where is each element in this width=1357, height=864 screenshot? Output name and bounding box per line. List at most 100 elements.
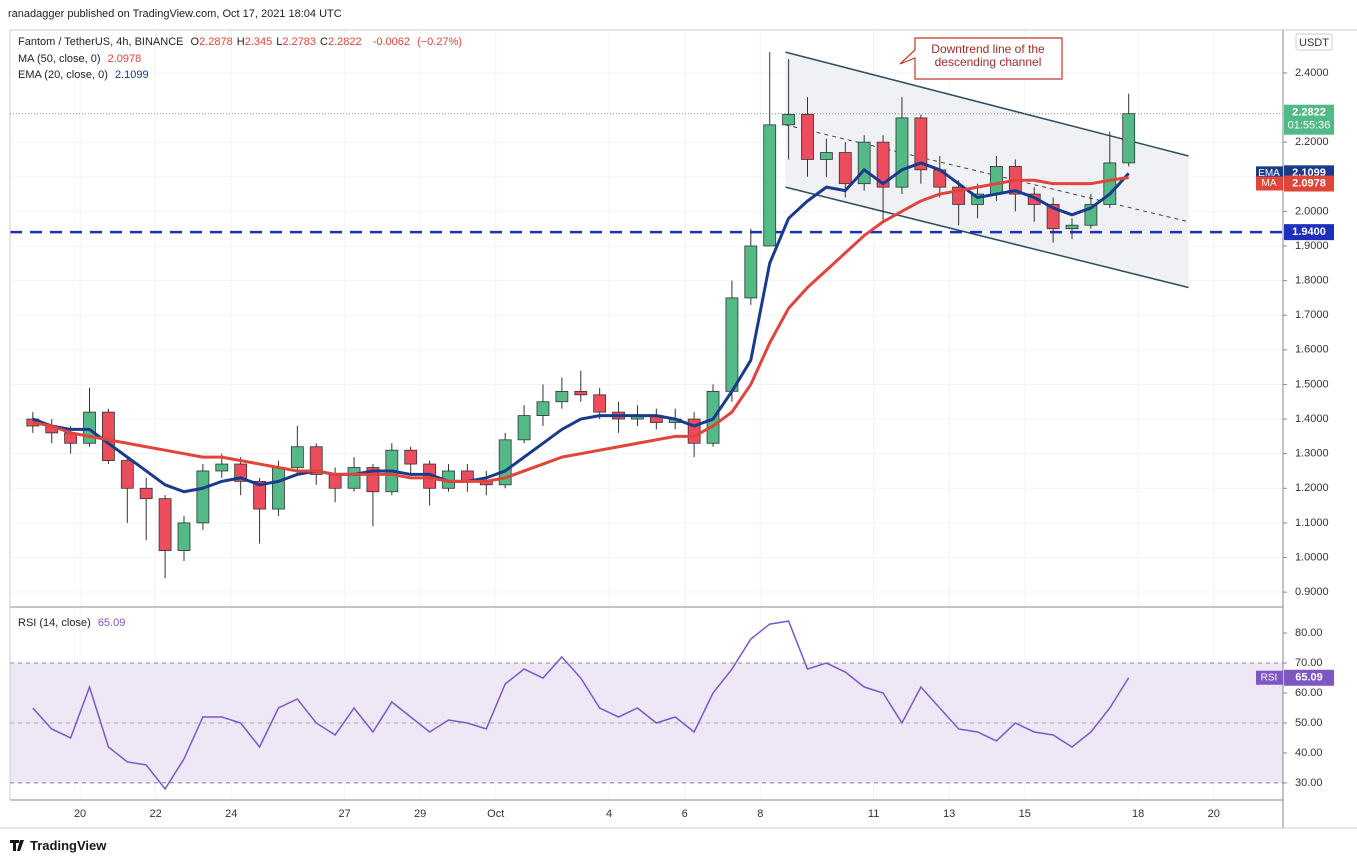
candle-body <box>517 415 531 441</box>
change-percent: (−0.27%) <box>417 36 463 48</box>
candle-body <box>744 245 758 299</box>
rsi-band <box>10 663 1283 783</box>
candle-body <box>990 165 1003 195</box>
candle <box>574 370 588 402</box>
y-tick-label: 1.5000 <box>1295 378 1329 390</box>
candle-body <box>1122 113 1136 164</box>
candle <box>385 443 399 496</box>
ma-value: 2.0978 <box>107 53 142 65</box>
candle-body <box>725 297 739 392</box>
y-tick-label: 1.0000 <box>1295 551 1329 563</box>
symbol-title: Fantom / TetherUS, 4h, BINANCE <box>18 36 184 48</box>
candle-body <box>253 480 266 510</box>
candle <box>819 138 833 177</box>
rsi-label-short-bg <box>1256 670 1283 685</box>
candle <box>593 387 607 420</box>
rsi-value: 65.09 <box>97 617 126 629</box>
rsi-name: RSI (14, close) <box>18 617 91 629</box>
y-tick-label: 1.3000 <box>1295 448 1329 460</box>
ema-value: 2.1099 <box>114 69 149 81</box>
ma-label: 2.0978 <box>1292 177 1326 189</box>
candle-body <box>404 449 418 465</box>
x-tick-label: 11 <box>868 808 879 820</box>
candle-body <box>1065 224 1079 230</box>
candle <box>536 384 550 426</box>
y-tick-label: 1.9000 <box>1295 240 1329 252</box>
channel-midline <box>785 124 1189 223</box>
rsi-pane <box>10 607 1283 800</box>
y-tick-label: 2.0000 <box>1295 205 1329 217</box>
ma-label-short: MA <box>1262 178 1277 189</box>
candle-body <box>139 487 153 500</box>
candle-body <box>857 141 871 185</box>
ma-label-short-bg <box>1256 176 1283 191</box>
candle <box>120 457 134 523</box>
candle <box>290 425 304 475</box>
moving-average-line <box>32 176 1129 483</box>
moving-average-line <box>32 161 1130 494</box>
candle-body <box>593 394 607 413</box>
x-tick-label: 13 <box>943 808 955 820</box>
ema-name: EMA (20, close, 0) <box>18 69 108 81</box>
y-tick-label: 2.2000 <box>1295 136 1329 148</box>
support-label: 1.9400 <box>1292 226 1326 238</box>
x-tick-label: 20 <box>74 808 86 820</box>
ma-label-bg <box>1284 175 1334 192</box>
y-tick-label: 1.8000 <box>1295 275 1329 287</box>
last-price-bg <box>1284 104 1334 135</box>
candle <box>196 464 210 530</box>
candle-body <box>290 446 304 468</box>
candle <box>857 135 871 191</box>
y-tick-label: 2.4000 <box>1295 67 1329 79</box>
candle-body <box>555 390 569 403</box>
y-tick-label: 1.7000 <box>1295 309 1329 321</box>
candle <box>838 142 852 198</box>
candle-body <box>158 498 172 551</box>
channel-line <box>785 51 1189 157</box>
y-tick-label: 1.1000 <box>1295 517 1329 529</box>
candle-body <box>801 114 814 160</box>
ohlc-value: 2.2783 <box>282 36 317 48</box>
last-price-label: 2.2822 <box>1292 107 1326 119</box>
candle-body <box>914 117 928 171</box>
y-tick-label: 1.4000 <box>1295 413 1329 425</box>
y-tick-label: 50.00 <box>1295 717 1323 729</box>
x-tick-label: 24 <box>225 808 237 820</box>
annotation-text: Downtrend line of the <box>931 42 1045 56</box>
candle <box>990 155 1003 201</box>
candle <box>272 460 285 516</box>
candle-body <box>102 411 115 461</box>
candle-body <box>536 401 550 416</box>
y-tick-label: 60.00 <box>1295 687 1323 699</box>
currency-label: USDT <box>1299 37 1329 49</box>
candle-body <box>687 418 701 444</box>
candle <box>914 114 928 184</box>
x-tick-label: 18 <box>1132 808 1144 820</box>
logo-mark <box>10 840 24 851</box>
x-tick-label: 6 <box>682 808 688 820</box>
publisher-line: ranadagger published on TradingView.com,… <box>8 8 342 20</box>
candle-body <box>1103 162 1117 205</box>
brand: TradingView <box>30 838 107 853</box>
y-tick-label: 80.00 <box>1295 627 1323 639</box>
ohlc-value: 2.2822 <box>327 36 362 48</box>
rsi-label: 65.09 <box>1295 672 1323 684</box>
change: -0.0062 <box>372 36 411 48</box>
candle-body <box>838 152 852 185</box>
candle <box>309 443 323 485</box>
x-tick-label: 8 <box>757 808 763 820</box>
annotation-box <box>899 37 1063 80</box>
currency-badge <box>1295 33 1333 51</box>
candle <box>139 477 153 541</box>
y-tick-label: 0.9000 <box>1295 586 1329 598</box>
ohlc-label: C <box>320 36 328 48</box>
candle-body <box>272 467 285 510</box>
y-tick-label: 70.00 <box>1295 657 1323 669</box>
ohlc-label: L <box>276 36 283 48</box>
ohlc-values: O2.2878 H2.345 L2.2783 C2.2822 <box>191 36 366 48</box>
x-tick-label: 27 <box>338 808 350 820</box>
candle-body <box>309 446 323 475</box>
candle <box>971 183 984 219</box>
y-tick-label: 1.2000 <box>1295 482 1329 494</box>
